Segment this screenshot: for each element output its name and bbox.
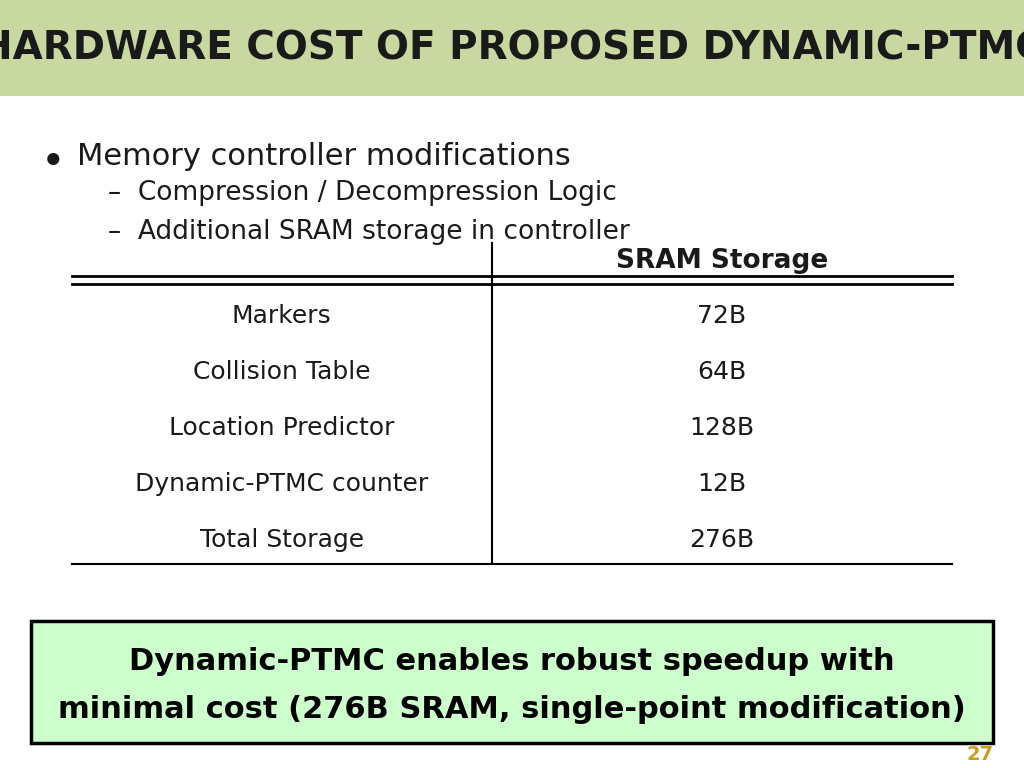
FancyBboxPatch shape bbox=[0, 0, 1024, 96]
Text: 276B: 276B bbox=[689, 528, 755, 552]
Text: Memory controller modifications: Memory controller modifications bbox=[77, 142, 570, 171]
Text: minimal cost (276B SRAM, single-point modification): minimal cost (276B SRAM, single-point mo… bbox=[58, 694, 966, 723]
Text: Collision Table: Collision Table bbox=[193, 360, 371, 384]
Text: 12B: 12B bbox=[697, 472, 746, 496]
Text: Dynamic-PTMC enables robust speedup with: Dynamic-PTMC enables robust speedup with bbox=[129, 647, 895, 676]
Text: Markers: Markers bbox=[231, 304, 332, 328]
Text: Dynamic-PTMC counter: Dynamic-PTMC counter bbox=[135, 472, 428, 496]
Text: Total Storage: Total Storage bbox=[200, 528, 364, 552]
Text: 128B: 128B bbox=[689, 416, 755, 440]
Text: –  Additional SRAM storage in controller: – Additional SRAM storage in controller bbox=[108, 219, 630, 245]
FancyBboxPatch shape bbox=[31, 621, 993, 743]
Text: 64B: 64B bbox=[697, 360, 746, 384]
Text: 27: 27 bbox=[967, 745, 993, 764]
Text: 72B: 72B bbox=[697, 304, 746, 328]
Text: Location Predictor: Location Predictor bbox=[169, 416, 394, 440]
Text: –  Compression / Decompression Logic: – Compression / Decompression Logic bbox=[108, 180, 616, 207]
Text: HARDWARE COST OF PROPOSED DYNAMIC-PTMC: HARDWARE COST OF PROPOSED DYNAMIC-PTMC bbox=[0, 29, 1024, 68]
Text: SRAM Storage: SRAM Storage bbox=[615, 248, 828, 274]
Text: •: • bbox=[41, 142, 66, 184]
